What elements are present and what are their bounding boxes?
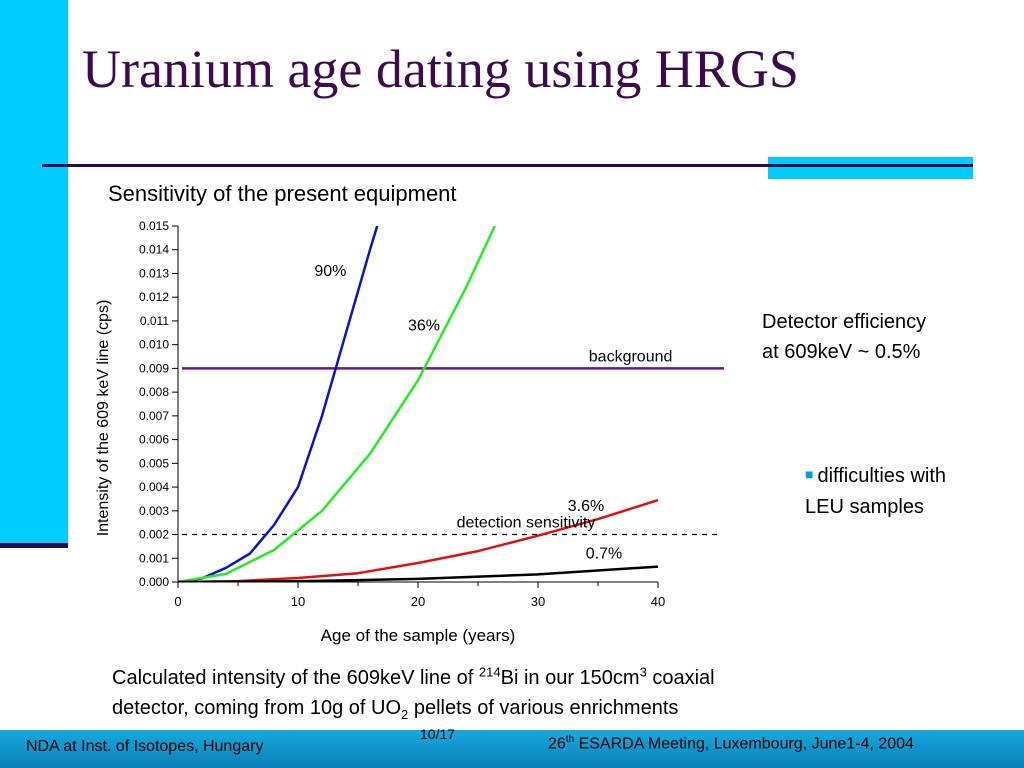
y-tick-label: 0.015 — [139, 219, 169, 233]
footer-meeting-rest: ESARDA Meeting, Luxembourg, June1-4, 200… — [574, 735, 914, 753]
footer-bar — [0, 730, 1024, 768]
x-tick-label: 30 — [531, 594, 545, 609]
footer-meeting: 26th ESARDA Meeting, Luxembourg, June1-4… — [548, 734, 914, 753]
series-line-36pct — [178, 226, 496, 582]
x-tick-label: 10 — [291, 594, 305, 609]
y-tick-label: 0.003 — [139, 504, 169, 518]
y-tick-label: 0.002 — [139, 528, 169, 542]
y-axis-label: Intensity of the 609 keV line (cps) — [95, 300, 112, 537]
series-line-3-6pct — [178, 498, 659, 582]
y-tick-label: 0.013 — [139, 266, 169, 280]
annotation-label: 3.6% — [568, 498, 604, 515]
caption-part3: coaxial — [646, 667, 715, 689]
y-tick-label: 0.007 — [139, 409, 169, 423]
annotation-label: 0.7% — [586, 545, 622, 562]
series-line-0-7pct — [178, 565, 659, 582]
y-tick-label: 0.012 — [139, 290, 169, 304]
series-line-90pct — [178, 226, 379, 582]
figure-caption: Calculated intensity of the 609keV line … — [112, 663, 912, 723]
difficulties-line2: LEU samples — [805, 496, 924, 518]
annotation-label: background — [589, 348, 673, 365]
y-tick-label: 0.008 — [139, 385, 169, 399]
y-tick-label: 0.010 — [139, 338, 169, 352]
x-tick-label: 0 — [174, 594, 181, 609]
y-tick-label: 0.011 — [140, 314, 169, 328]
annotation-label: 36% — [408, 317, 440, 334]
slide-title: Uranium age dating using HRGS — [82, 39, 799, 99]
caption-sub-2: 2 — [401, 707, 409, 722]
chart-subtitle: Sensitivity of the present equipment — [108, 181, 457, 206]
x-tick-label: 40 — [651, 594, 665, 609]
caption-sup-3: 3 — [639, 664, 647, 680]
annotation-label: 90% — [314, 263, 346, 280]
detector-efficiency-line1: Detector efficiency — [762, 311, 927, 333]
page-number: 10/17 — [420, 726, 456, 742]
left-accent-rule — [0, 543, 68, 548]
difficulties-note: ■ difficulties with LEU samples — [805, 461, 946, 522]
difficulties-line1: difficulties with — [817, 465, 947, 487]
detector-efficiency-note: Detector efficiency at 609keV ~ 0.5% — [762, 307, 926, 367]
y-tick-label: 0.014 — [139, 243, 169, 257]
y-tick-label: 0.001 — [139, 551, 169, 565]
y-tick-label: 0.000 — [139, 575, 169, 589]
title-accent-block — [768, 157, 973, 179]
square-bullet-icon: ■ — [805, 466, 814, 482]
y-tick-label: 0.004 — [139, 480, 169, 494]
x-tick-label: 20 — [411, 594, 425, 609]
y-tick-label: 0.009 — [139, 361, 169, 375]
footer-institution: NDA at Inst. of Isotopes, Hungary — [26, 738, 264, 755]
title-rule — [42, 164, 972, 167]
detector-efficiency-line2: at 609keV ~ 0.5% — [762, 341, 921, 363]
caption-sup-214: 214 — [478, 664, 501, 680]
caption-part2: Bi in our 150cm — [500, 667, 640, 689]
y-tick-label: 0.005 — [139, 456, 169, 470]
caption-line2b: pellets of various enrichments — [408, 697, 679, 719]
title-block-rule — [768, 164, 973, 167]
footer-meeting-sup: th — [565, 734, 575, 745]
x-axis-label: Age of the sample (years) — [321, 626, 516, 645]
annotation-label: detection sensitivity — [457, 514, 596, 531]
y-tick-label: 0.006 — [139, 433, 169, 447]
caption-line2a: detector, coming from 10g of UO — [112, 697, 402, 719]
footer-meeting-num: 26 — [548, 735, 566, 753]
caption-part1: Calculated intensity of the 609keV line … — [112, 667, 479, 689]
left-accent-bar — [0, 0, 68, 545]
